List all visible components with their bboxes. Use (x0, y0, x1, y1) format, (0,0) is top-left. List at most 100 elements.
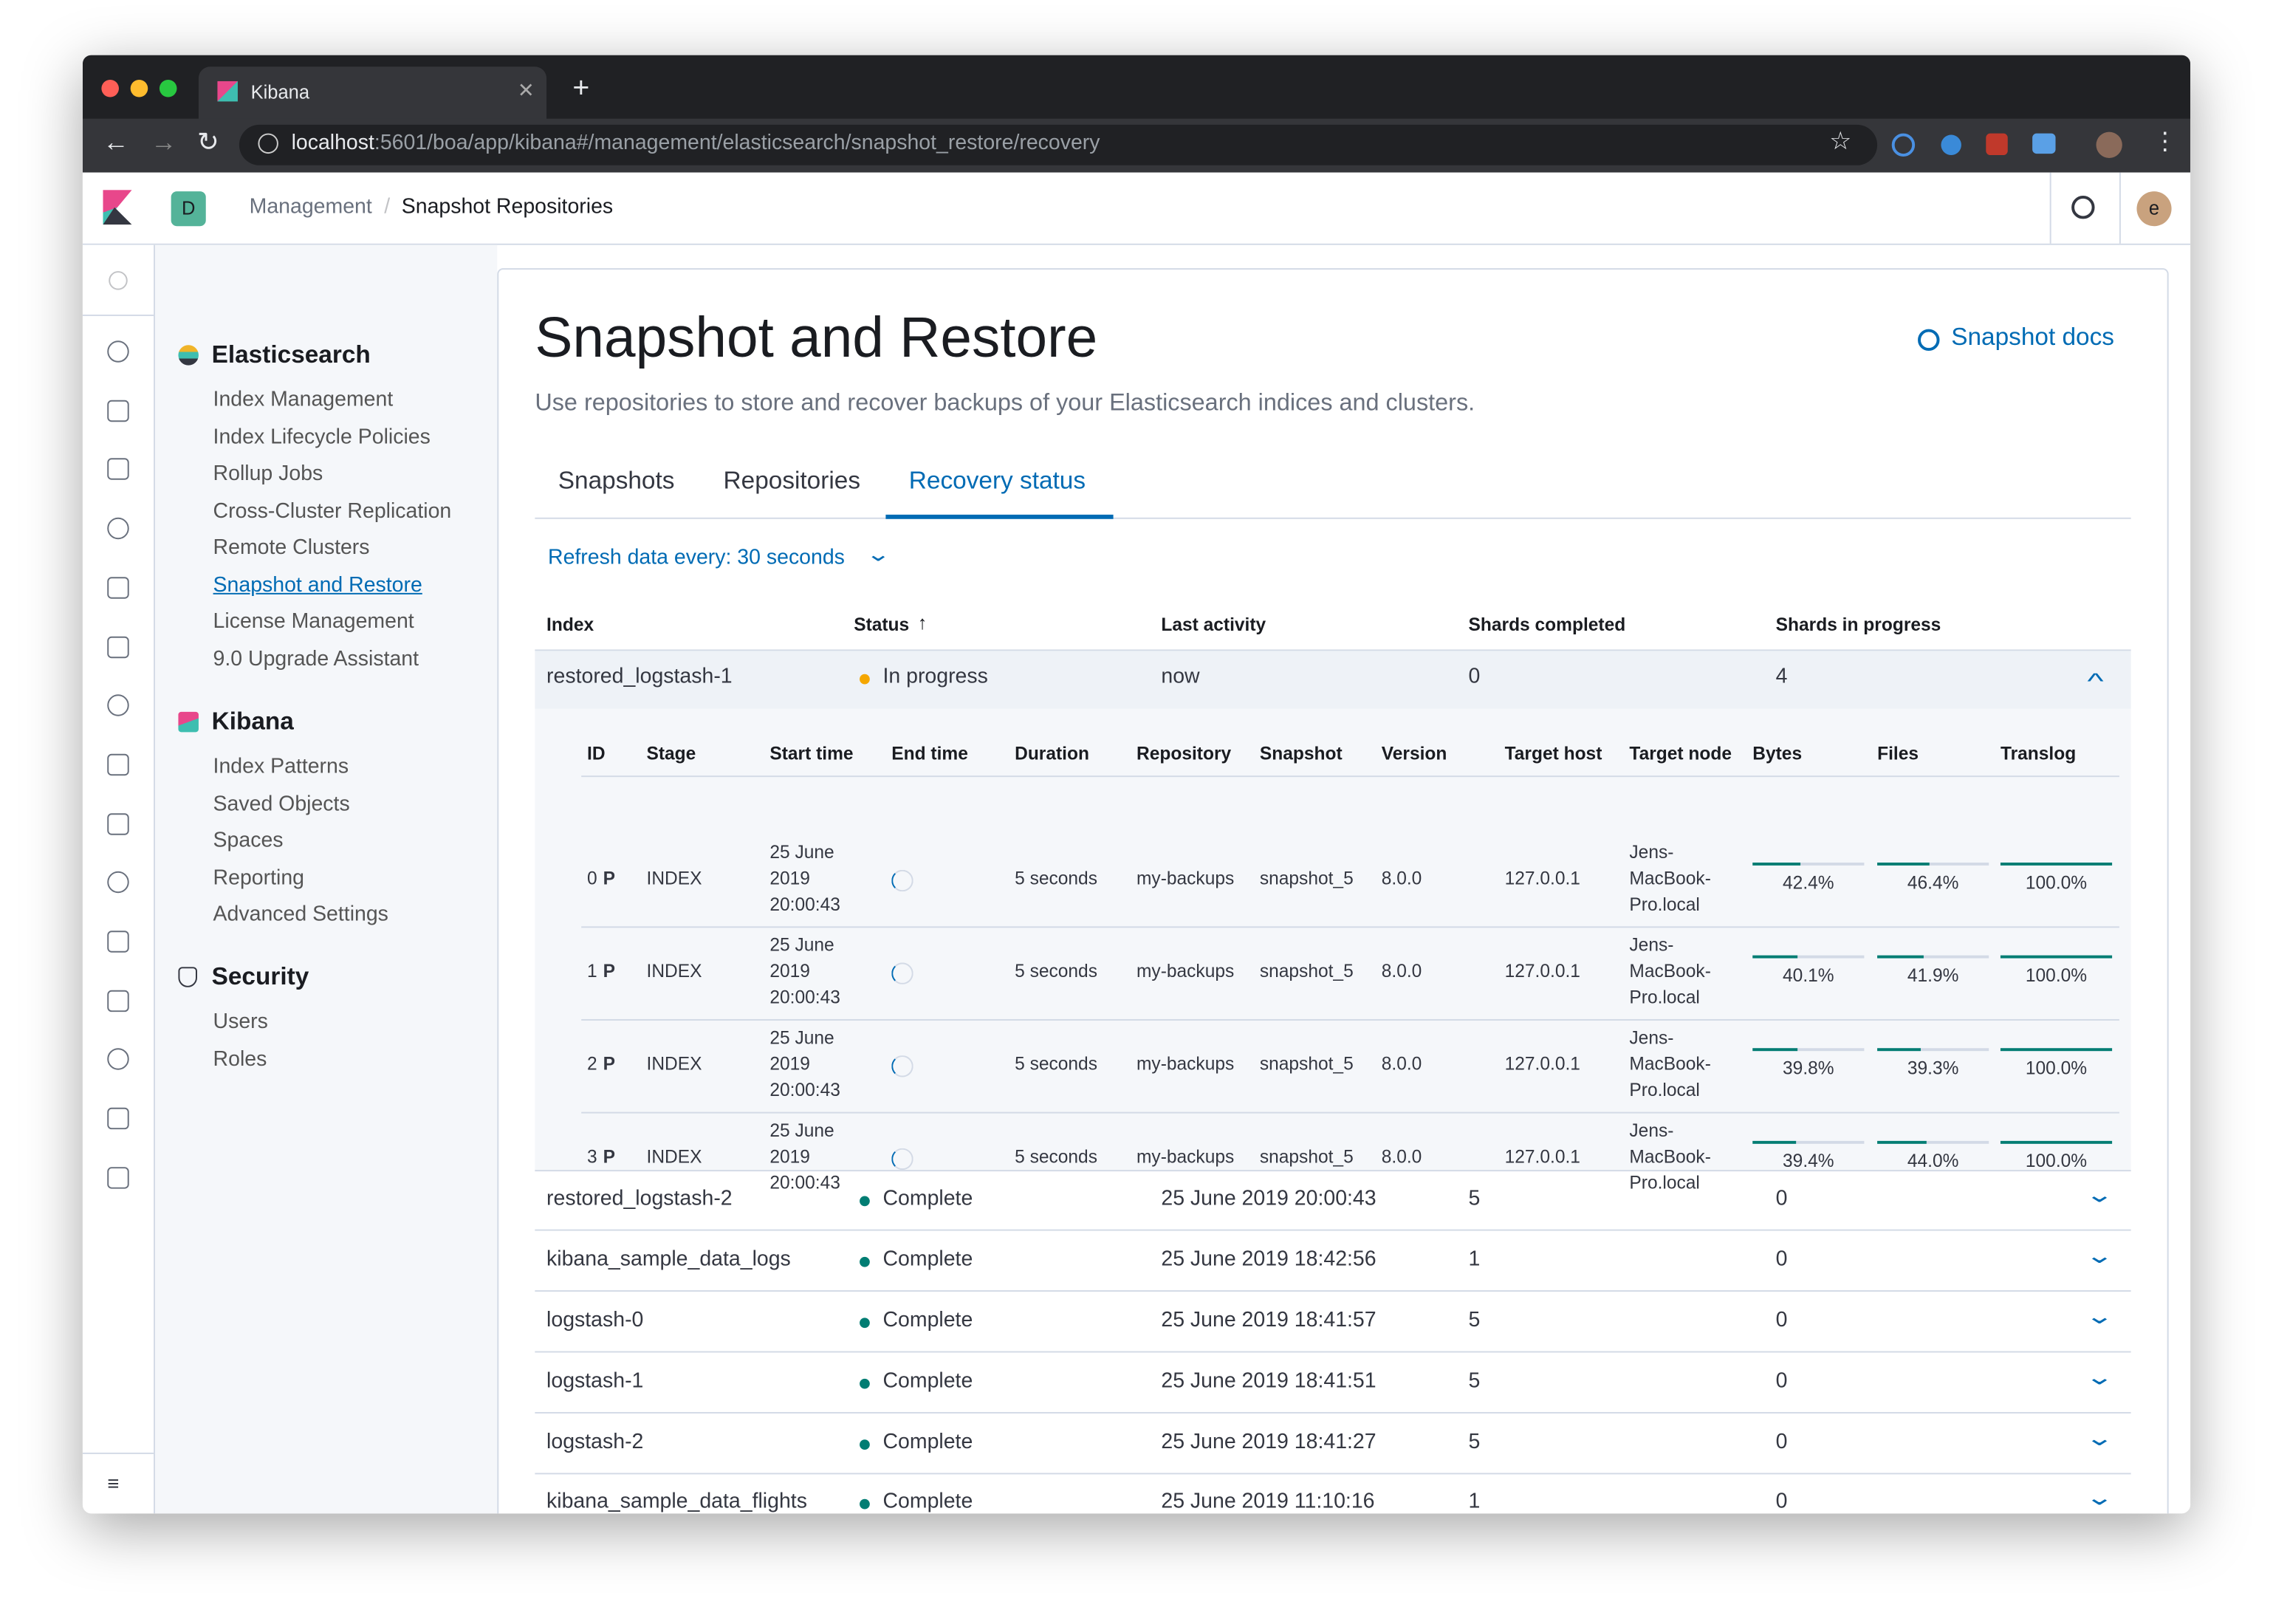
nav-link[interactable]: Users (213, 1010, 268, 1034)
help-icon[interactable] (2071, 196, 2095, 219)
nav-link[interactable]: Remote Clusters (213, 536, 370, 560)
status: Complete (882, 1248, 973, 1272)
expand-toggle[interactable]: ^ (2087, 669, 2104, 695)
expand-toggle[interactable]: ⌄ (2085, 1244, 2114, 1269)
last-activity: 25 June 2019 11:10:16 (1161, 1490, 1375, 1514)
app-icon[interactable] (107, 517, 129, 540)
tab[interactable]: Repositories (723, 467, 861, 495)
nav-link[interactable]: 9.0 Upgrade Assistant (213, 647, 419, 671)
index-name[interactable]: kibana_sample_data_flights (546, 1490, 807, 1514)
menu[interactable]: ⋮ (2153, 127, 2178, 156)
last-activity: 25 June 2019 20:00:43 (1161, 1187, 1377, 1211)
max-dot[interactable] (159, 79, 177, 97)
detail-column-header: Snapshot (1259, 744, 1343, 764)
app-icon[interactable] (107, 576, 129, 599)
nav-link[interactable]: Saved Objects (213, 792, 350, 816)
expand-toggle[interactable]: ⌄ (2085, 1486, 2114, 1511)
divider (82, 1452, 154, 1454)
tab-close[interactable]: ✕ (517, 78, 535, 102)
index-name[interactable]: restored_logstash-2 (546, 1187, 733, 1211)
app-icon[interactable] (107, 990, 129, 1012)
nav-link[interactable]: Snapshot and Restore (213, 573, 422, 597)
app-icon[interactable] (107, 931, 129, 953)
last-activity: 25 June 2019 18:41:51 (1161, 1370, 1377, 1394)
status: Complete (882, 1309, 973, 1332)
nav-link[interactable]: Index Lifecycle Policies (213, 425, 431, 449)
sort-arrow: ↑ (917, 611, 928, 634)
app-icon[interactable] (107, 812, 129, 835)
nav-link[interactable]: Index Patterns (213, 755, 349, 779)
snapshot: snapshot_5 (1259, 868, 1354, 889)
docs-link[interactable]: Snapshot docs (1951, 323, 2114, 352)
column-header[interactable]: Index (546, 614, 594, 635)
tab[interactable]: Recovery status (908, 467, 1086, 495)
index-name[interactable]: restored_logstash-1 (546, 665, 733, 689)
column-header[interactable]: Status (854, 614, 910, 635)
min-dot[interactable] (130, 79, 148, 97)
primary-flag: P (603, 1054, 615, 1075)
nav-link[interactable]: Rollup Jobs (213, 462, 323, 486)
app-icon[interactable] (107, 1107, 129, 1130)
reload[interactable]: ↻ (196, 127, 219, 157)
close-dot[interactable] (101, 79, 119, 97)
bookmark[interactable]: ☆ (1829, 127, 1852, 156)
nav-link[interactable]: Reporting (213, 866, 304, 890)
app-icon[interactable] (107, 340, 129, 363)
nav-link[interactable]: Spaces (213, 829, 284, 853)
index-name[interactable]: kibana_sample_data_logs (546, 1248, 791, 1272)
expand-toggle[interactable]: ⌄ (2085, 1182, 2114, 1208)
tab[interactable]: Snapshots (558, 467, 675, 495)
progress-label: 100.0% (2025, 1151, 2088, 1172)
app-icon[interactable] (107, 753, 129, 775)
status-dot (860, 1498, 870, 1510)
app-icon[interactable] (107, 1049, 129, 1071)
extension[interactable] (1941, 134, 1961, 156)
snapshot: snapshot_5 (1259, 1146, 1354, 1168)
divider (2049, 172, 2051, 244)
shard-id: 2 (587, 1054, 597, 1075)
space-avatar[interactable]: D (171, 191, 206, 227)
status-dot (860, 1378, 870, 1389)
forward[interactable]: → (151, 127, 177, 157)
breadcrumb[interactable]: Management (249, 196, 372, 219)
refresh-control[interactable]: Refresh data every: 30 seconds (548, 547, 845, 570)
repository: my-backups (1136, 1146, 1235, 1168)
index-name[interactable]: logstash-1 (546, 1370, 644, 1394)
app-icon[interactable] (107, 1166, 129, 1189)
progress-bar (1877, 1048, 1921, 1052)
expand-toggle[interactable]: ⌄ (2085, 1304, 2114, 1330)
app-icon[interactable] (107, 400, 129, 422)
nav-link[interactable]: License Management (213, 610, 414, 634)
app-icon[interactable] (107, 871, 129, 894)
app-icon[interactable] (107, 459, 129, 481)
progress-bar (1877, 1140, 1927, 1144)
extension[interactable] (2032, 133, 2056, 154)
extension[interactable] (1891, 133, 1916, 157)
tab[interactable] (198, 66, 547, 119)
column-header: Shards in progress (1775, 614, 1941, 635)
user-avatar[interactable]: e (2136, 191, 2172, 227)
app-icon[interactable] (107, 694, 129, 717)
expand-toggle[interactable]: ⌄ (2085, 1426, 2114, 1451)
dock-icon[interactable]: ≡ (107, 1471, 120, 1495)
profile[interactable] (2096, 131, 2122, 158)
nav-rail: ≡ (82, 244, 156, 1514)
shards-in-progress: 0 (1775, 1187, 1788, 1211)
section-title: Security (211, 962, 309, 990)
nav-link[interactable]: Index Management (213, 388, 394, 412)
extension[interactable] (1986, 133, 2008, 156)
chevron[interactable]: ⌄ (865, 542, 891, 566)
nav-link[interactable]: Cross-Cluster Replication (213, 499, 452, 523)
new-tab[interactable]: + (572, 72, 590, 105)
app-icon[interactable] (107, 635, 129, 658)
shards-completed: 0 (1468, 665, 1481, 689)
index-name[interactable]: logstash-0 (546, 1309, 644, 1332)
nav-link[interactable]: Advanced Settings (213, 902, 388, 927)
address-bar[interactable] (239, 124, 1878, 165)
index-name[interactable]: logstash-2 (546, 1431, 644, 1454)
back[interactable]: ← (103, 127, 129, 157)
expand-toggle[interactable]: ⌄ (2085, 1366, 2114, 1391)
nav-link[interactable]: Roles (213, 1047, 267, 1071)
progress-track (1752, 1048, 1865, 1052)
recent-icon[interactable] (109, 271, 128, 290)
